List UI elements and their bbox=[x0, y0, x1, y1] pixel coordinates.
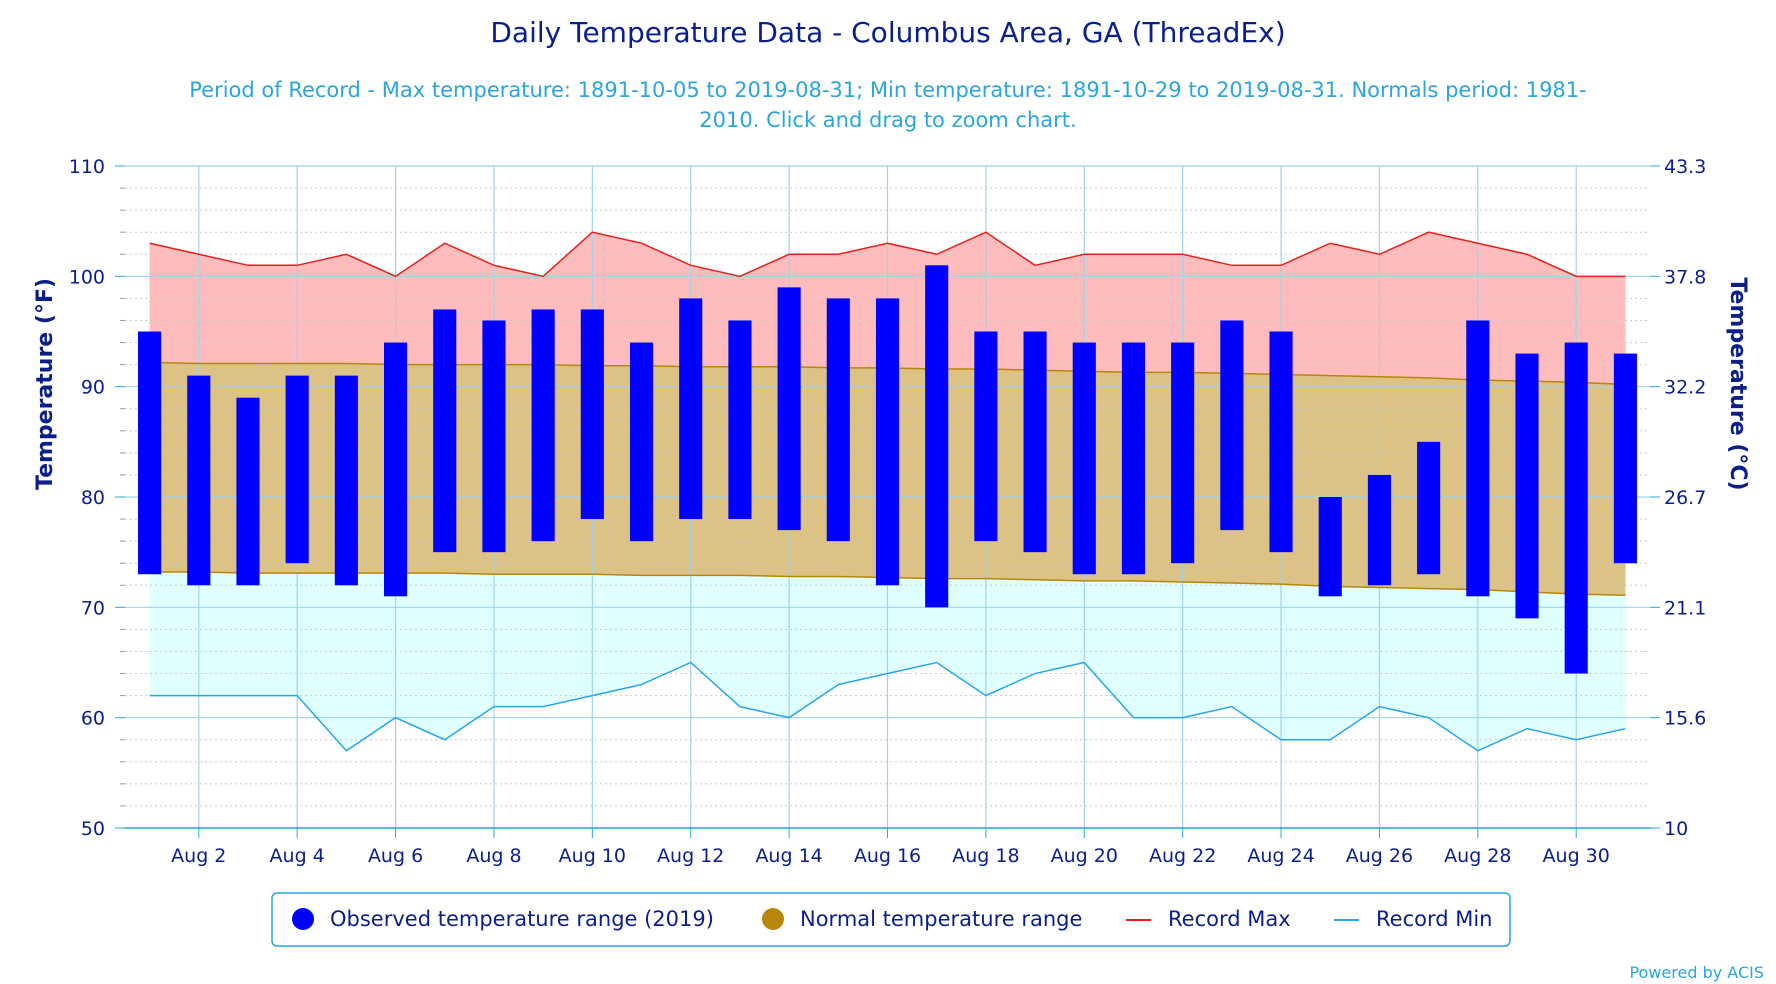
observed-bar[interactable] bbox=[1367, 474, 1391, 586]
y-tick-label-left: 100 bbox=[69, 266, 105, 288]
legend-label-record-max: Record Max bbox=[1168, 907, 1291, 931]
x-tick-label: Aug 14 bbox=[755, 845, 822, 867]
observed-bar[interactable] bbox=[679, 298, 703, 520]
y-tick-label-right: 26.7 bbox=[1664, 487, 1706, 509]
observed-bar[interactable] bbox=[482, 320, 506, 553]
record-max-line bbox=[149, 231, 1626, 278]
y-axis-title-left: Temperature (°F) bbox=[33, 278, 58, 490]
axes: 50 60 70 80 90 100 110 10 15.6 21.1 26.7 32.2 37.8 43… bbox=[69, 156, 1707, 867]
observed-bar[interactable] bbox=[1121, 342, 1146, 575]
x-tick-label: Aug 26 bbox=[1346, 845, 1413, 867]
legend: Observed temperature range (2019) Normal… bbox=[271, 892, 1511, 947]
y-tick-label-right: 10 bbox=[1664, 818, 1688, 840]
x-tick-label: Aug 2 bbox=[171, 845, 226, 867]
observed-bar[interactable] bbox=[777, 287, 801, 531]
legend-label-record-min: Record Min bbox=[1376, 907, 1493, 931]
observed-bar[interactable] bbox=[728, 320, 752, 520]
x-tick-label: Aug 16 bbox=[854, 845, 921, 867]
observed-bar[interactable] bbox=[1564, 342, 1588, 674]
x-tick-label: Aug 6 bbox=[368, 845, 423, 867]
observed-bar[interactable] bbox=[1023, 331, 1047, 553]
y-tick-label-right: 32.2 bbox=[1664, 377, 1706, 399]
observed-bar[interactable] bbox=[1318, 497, 1342, 597]
observed-bar[interactable] bbox=[1613, 353, 1637, 564]
x-tick-label: Aug 18 bbox=[952, 845, 1019, 867]
observed-bar[interactable] bbox=[1269, 331, 1293, 553]
observed-bar[interactable] bbox=[1466, 320, 1490, 597]
chart-title: Daily Temperature Data - Columbus Area, … bbox=[490, 16, 1285, 49]
observed-bar[interactable] bbox=[875, 298, 900, 586]
legend-label-normal: Normal temperature range bbox=[800, 907, 1082, 931]
legend-swatch-normal bbox=[762, 908, 784, 930]
y-tick-label-left: 70 bbox=[81, 597, 105, 619]
y-tick-label-right: 37.8 bbox=[1664, 266, 1706, 288]
observed-bar[interactable] bbox=[138, 331, 162, 575]
observed-bar[interactable] bbox=[974, 331, 998, 542]
x-tick-label: Aug 22 bbox=[1149, 845, 1216, 867]
plot-area[interactable] bbox=[125, 165, 1650, 829]
observed-bar[interactable] bbox=[1171, 342, 1195, 564]
observed-bar[interactable] bbox=[187, 375, 211, 586]
observed-bar[interactable] bbox=[1515, 353, 1539, 619]
observed-bar[interactable] bbox=[925, 265, 949, 608]
legend-swatch-observed bbox=[292, 908, 314, 930]
x-tick-label: Aug 30 bbox=[1543, 845, 1610, 867]
observed-bar[interactable] bbox=[826, 298, 850, 542]
x-tick-label: Aug 10 bbox=[559, 845, 626, 867]
observed-bar[interactable] bbox=[334, 375, 358, 586]
observed-bar[interactable] bbox=[1417, 441, 1441, 575]
chart-subtitle-line-2: 2010. Click and drag to zoom chart. bbox=[699, 108, 1076, 132]
x-tick-label: Aug 20 bbox=[1051, 845, 1118, 867]
observed-bar[interactable] bbox=[384, 342, 408, 597]
record-min-line bbox=[149, 661, 1626, 752]
x-tick-label: Aug 12 bbox=[657, 845, 724, 867]
observed-bars[interactable] bbox=[138, 265, 1637, 674]
observed-bar[interactable] bbox=[433, 309, 457, 553]
y-tick-label-right: 43.3 bbox=[1664, 156, 1706, 178]
observed-bar[interactable] bbox=[629, 342, 654, 542]
x-tick-label: Aug 4 bbox=[270, 845, 325, 867]
y-tick-label-left: 80 bbox=[81, 487, 105, 509]
legend-label-observed: Observed temperature range (2019) bbox=[330, 907, 714, 931]
observed-bar[interactable] bbox=[236, 397, 260, 586]
y-tick-label-right: 21.1 bbox=[1664, 597, 1706, 619]
observed-bar[interactable] bbox=[531, 309, 555, 542]
observed-bar[interactable] bbox=[1072, 342, 1096, 575]
x-tick-label: Aug 8 bbox=[466, 845, 521, 867]
observed-bar[interactable] bbox=[1220, 320, 1244, 531]
legend-box bbox=[271, 892, 1511, 947]
y-tick-label-left: 90 bbox=[81, 377, 105, 399]
y-tick-label-left: 60 bbox=[81, 708, 105, 730]
x-tick-label: Aug 24 bbox=[1247, 845, 1314, 867]
y-tick-label-right: 15.6 bbox=[1664, 708, 1706, 730]
observed-bar[interactable] bbox=[580, 309, 604, 520]
y-tick-label-left: 110 bbox=[69, 156, 105, 178]
x-tick-label: Aug 28 bbox=[1444, 845, 1511, 867]
observed-bar[interactable] bbox=[285, 375, 309, 564]
y-axis-title-right: Temperature (°C) bbox=[1725, 277, 1750, 490]
credit-link[interactable]: Powered by ACIS bbox=[1629, 963, 1764, 982]
y-tick-label-left: 50 bbox=[81, 818, 105, 840]
chart-subtitle-line-1: Period of Record - Max temperature: 1891… bbox=[189, 78, 1586, 102]
